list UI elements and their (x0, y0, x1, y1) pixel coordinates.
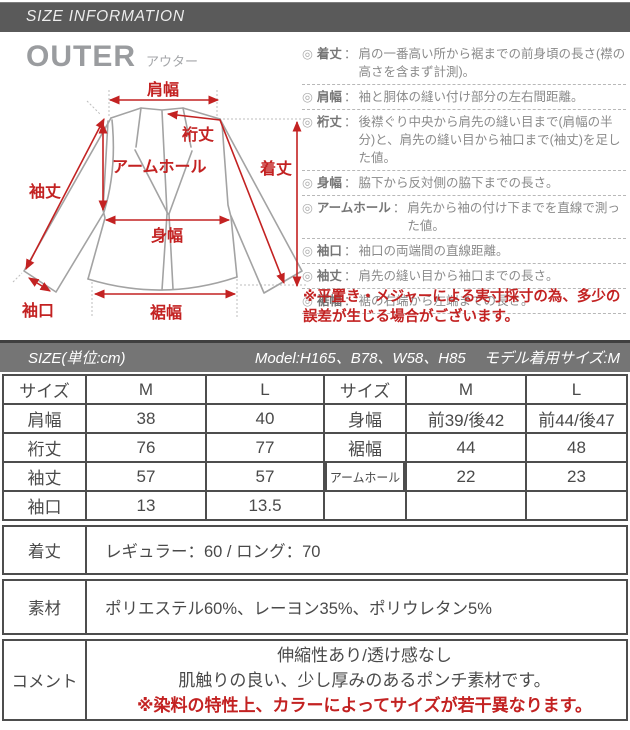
size-table-header: L (207, 376, 323, 403)
definition-item: ◎ 袖口 ： 袖口の両端間の直線距離。 (302, 239, 626, 264)
comment-block-value: 伸縮性あり/透け感なし 肌触りの良い、少し厚みのあるポンチ素材です。 ※染料の特… (87, 641, 626, 719)
length-block: 着丈 レギュラー：60 / ロング：70 (2, 525, 628, 575)
size-table-cell (325, 492, 405, 519)
circle-mark-icon: ◎ (302, 176, 313, 190)
size-table-header: サイズ (4, 376, 85, 403)
size-table-cell: 裄丈 (4, 434, 85, 461)
model-measurements: Model:H165、B78、W58、H85 (254, 350, 466, 367)
measurement-disclaimer-note: ※平置き・メジャーによる実寸採寸の為、多少の誤差が生じる場合がございます。 (303, 289, 621, 325)
size-table-cell: 23 (527, 463, 626, 490)
yuki-length-arrow (166, 110, 285, 285)
size-table-cell: 13 (87, 492, 205, 519)
size-table-cell: 77 (207, 434, 323, 461)
size-table-cell: 76 (87, 434, 205, 461)
section-heading: OUTER アウター (26, 42, 198, 72)
length-block-label: 着丈 (4, 527, 85, 573)
jacket-measurement-diagram: 肩幅 裄丈 アームホール 着丈 袖丈 身幅 袖口 裾幅 (12, 80, 306, 322)
size-table-cell: 57 (207, 463, 323, 490)
material-block: 素材 ポリエステル60%、レーヨン35%、ポリウレタン5% (2, 579, 628, 635)
size-table-cell: 13.5 (207, 492, 323, 519)
definition-item: ◎ アームホール ： 肩先から袖の付け下までを直線で測った値。 (302, 196, 626, 239)
definition-item: ◎ 袖丈 ： 肩先の縫い目から袖口までの長さ。 (302, 264, 626, 289)
size-table-cell: 肩幅 (4, 405, 85, 432)
size-table-cell: 袖口 (4, 492, 85, 519)
definition-item: ◎ 着丈 ： 肩の一番高い所から裾までの前身頃の長さ(襟の高さを含まず計測)。 (302, 42, 626, 85)
size-unit-label: SIZE(単位:cm) (28, 350, 126, 367)
section-subtitle: アウター (146, 54, 199, 69)
definition-item: ◎ 肩幅 ： 袖と胴体の縫い付け部分の左右間距離。 (302, 85, 626, 110)
circle-mark-icon: ◎ (302, 269, 313, 283)
label-hem-width: 裾幅 (150, 303, 182, 322)
comment-warning: ※染料の特性上、カラーによってサイズが若干異なります。 (137, 695, 592, 715)
dotted-guides (12, 90, 306, 317)
page-title-bar: SIZE INFORMATION (0, 2, 630, 32)
comment-line: 肌触りの良い、少し厚みのあるポンチ素材です。 (178, 670, 551, 690)
size-table-cell (407, 492, 525, 519)
circle-mark-icon: ◎ (302, 244, 313, 258)
size-table-cell-armhole: アームホール (327, 463, 403, 490)
size-table-cell: 裾幅 (325, 434, 405, 461)
label-armhole: アームホール (112, 158, 207, 176)
size-table-cell: 袖丈 (4, 463, 85, 490)
size-table-cell: 40 (207, 405, 323, 432)
size-table-cell: 22 (407, 463, 525, 490)
size-table-cell: 前44/後47 (527, 405, 626, 432)
size-table-cell (527, 492, 626, 519)
label-cuff: 袖口 (22, 301, 54, 320)
circle-mark-icon: ◎ (302, 115, 313, 129)
measurement-definitions: ◎ 着丈 ： 肩の一番高い所から裾までの前身頃の長さ(襟の高さを含まず計測)。 … (302, 42, 626, 314)
size-table-cell: 44 (407, 434, 525, 461)
cuff-arrow (28, 277, 51, 292)
definition-item: ◎ 身幅 ： 脇下から反対側の脇下までの長さ。 (302, 171, 626, 196)
comment-block-label: コメント (4, 641, 85, 719)
material-block-label: 素材 (4, 581, 85, 633)
label-sleeve-length: 袖丈 (29, 182, 61, 201)
size-table-header: M (87, 376, 205, 403)
circle-mark-icon: ◎ (302, 201, 313, 215)
section-title: OUTER (26, 40, 136, 73)
size-table-cell: 48 (527, 434, 626, 461)
size-table-cell: 38 (87, 405, 205, 432)
length-block-value: レギュラー：60 / ロング：70 (87, 527, 626, 573)
circle-mark-icon: ◎ (302, 90, 313, 104)
size-table-header: L (527, 376, 626, 403)
label-body-width: 身幅 (151, 226, 183, 245)
comment-line: 伸縮性あり/透け感なし (277, 645, 452, 665)
circle-mark-icon: ◎ (302, 294, 313, 308)
definition-item: ◎ 裄丈 ： 後襟ぐり中央から肩先の縫い目まで(肩幅の半分)と、肩先の縫い目から… (302, 110, 626, 171)
measurement-labels: 肩幅 裄丈 アームホール 着丈 袖丈 身幅 袖口 裾幅 (22, 80, 292, 322)
size-table: サイズ M L サイズ M L 肩幅 38 40 身幅 前39/後42 前44/… (2, 374, 628, 521)
size-table-header: M (407, 376, 525, 403)
sleeve-length-arrow (25, 118, 105, 270)
label-shoulder-width: 肩幅 (147, 80, 179, 99)
circle-mark-icon: ◎ (302, 47, 313, 61)
size-table-cell: 57 (87, 463, 205, 490)
model-worn-size: モデル着用サイズ:M (483, 350, 620, 367)
size-unit-bar: SIZE(単位:cm) Model:H165、B78、W58、H85 モデル着用… (0, 340, 630, 372)
comment-block: コメント 伸縮性あり/透け感なし 肌触りの良い、少し厚みのあるポンチ素材です。 … (2, 639, 628, 721)
definition-item: ◎ 裾幅 ： 裾の右端から左端までの長さ。 (302, 289, 626, 314)
label-body-length: 着丈 (259, 159, 292, 178)
material-block-value: ポリエステル60%、レーヨン35%、ポリウレタン5% (87, 581, 626, 633)
size-table-header: サイズ (325, 376, 405, 403)
measurement-arrows (25, 95, 302, 299)
size-table-cell: 前39/後42 (407, 405, 525, 432)
size-table-cell: 身幅 (325, 405, 405, 432)
label-yuki-length: 裄丈 (181, 125, 214, 144)
jacket-outline (23, 107, 303, 294)
